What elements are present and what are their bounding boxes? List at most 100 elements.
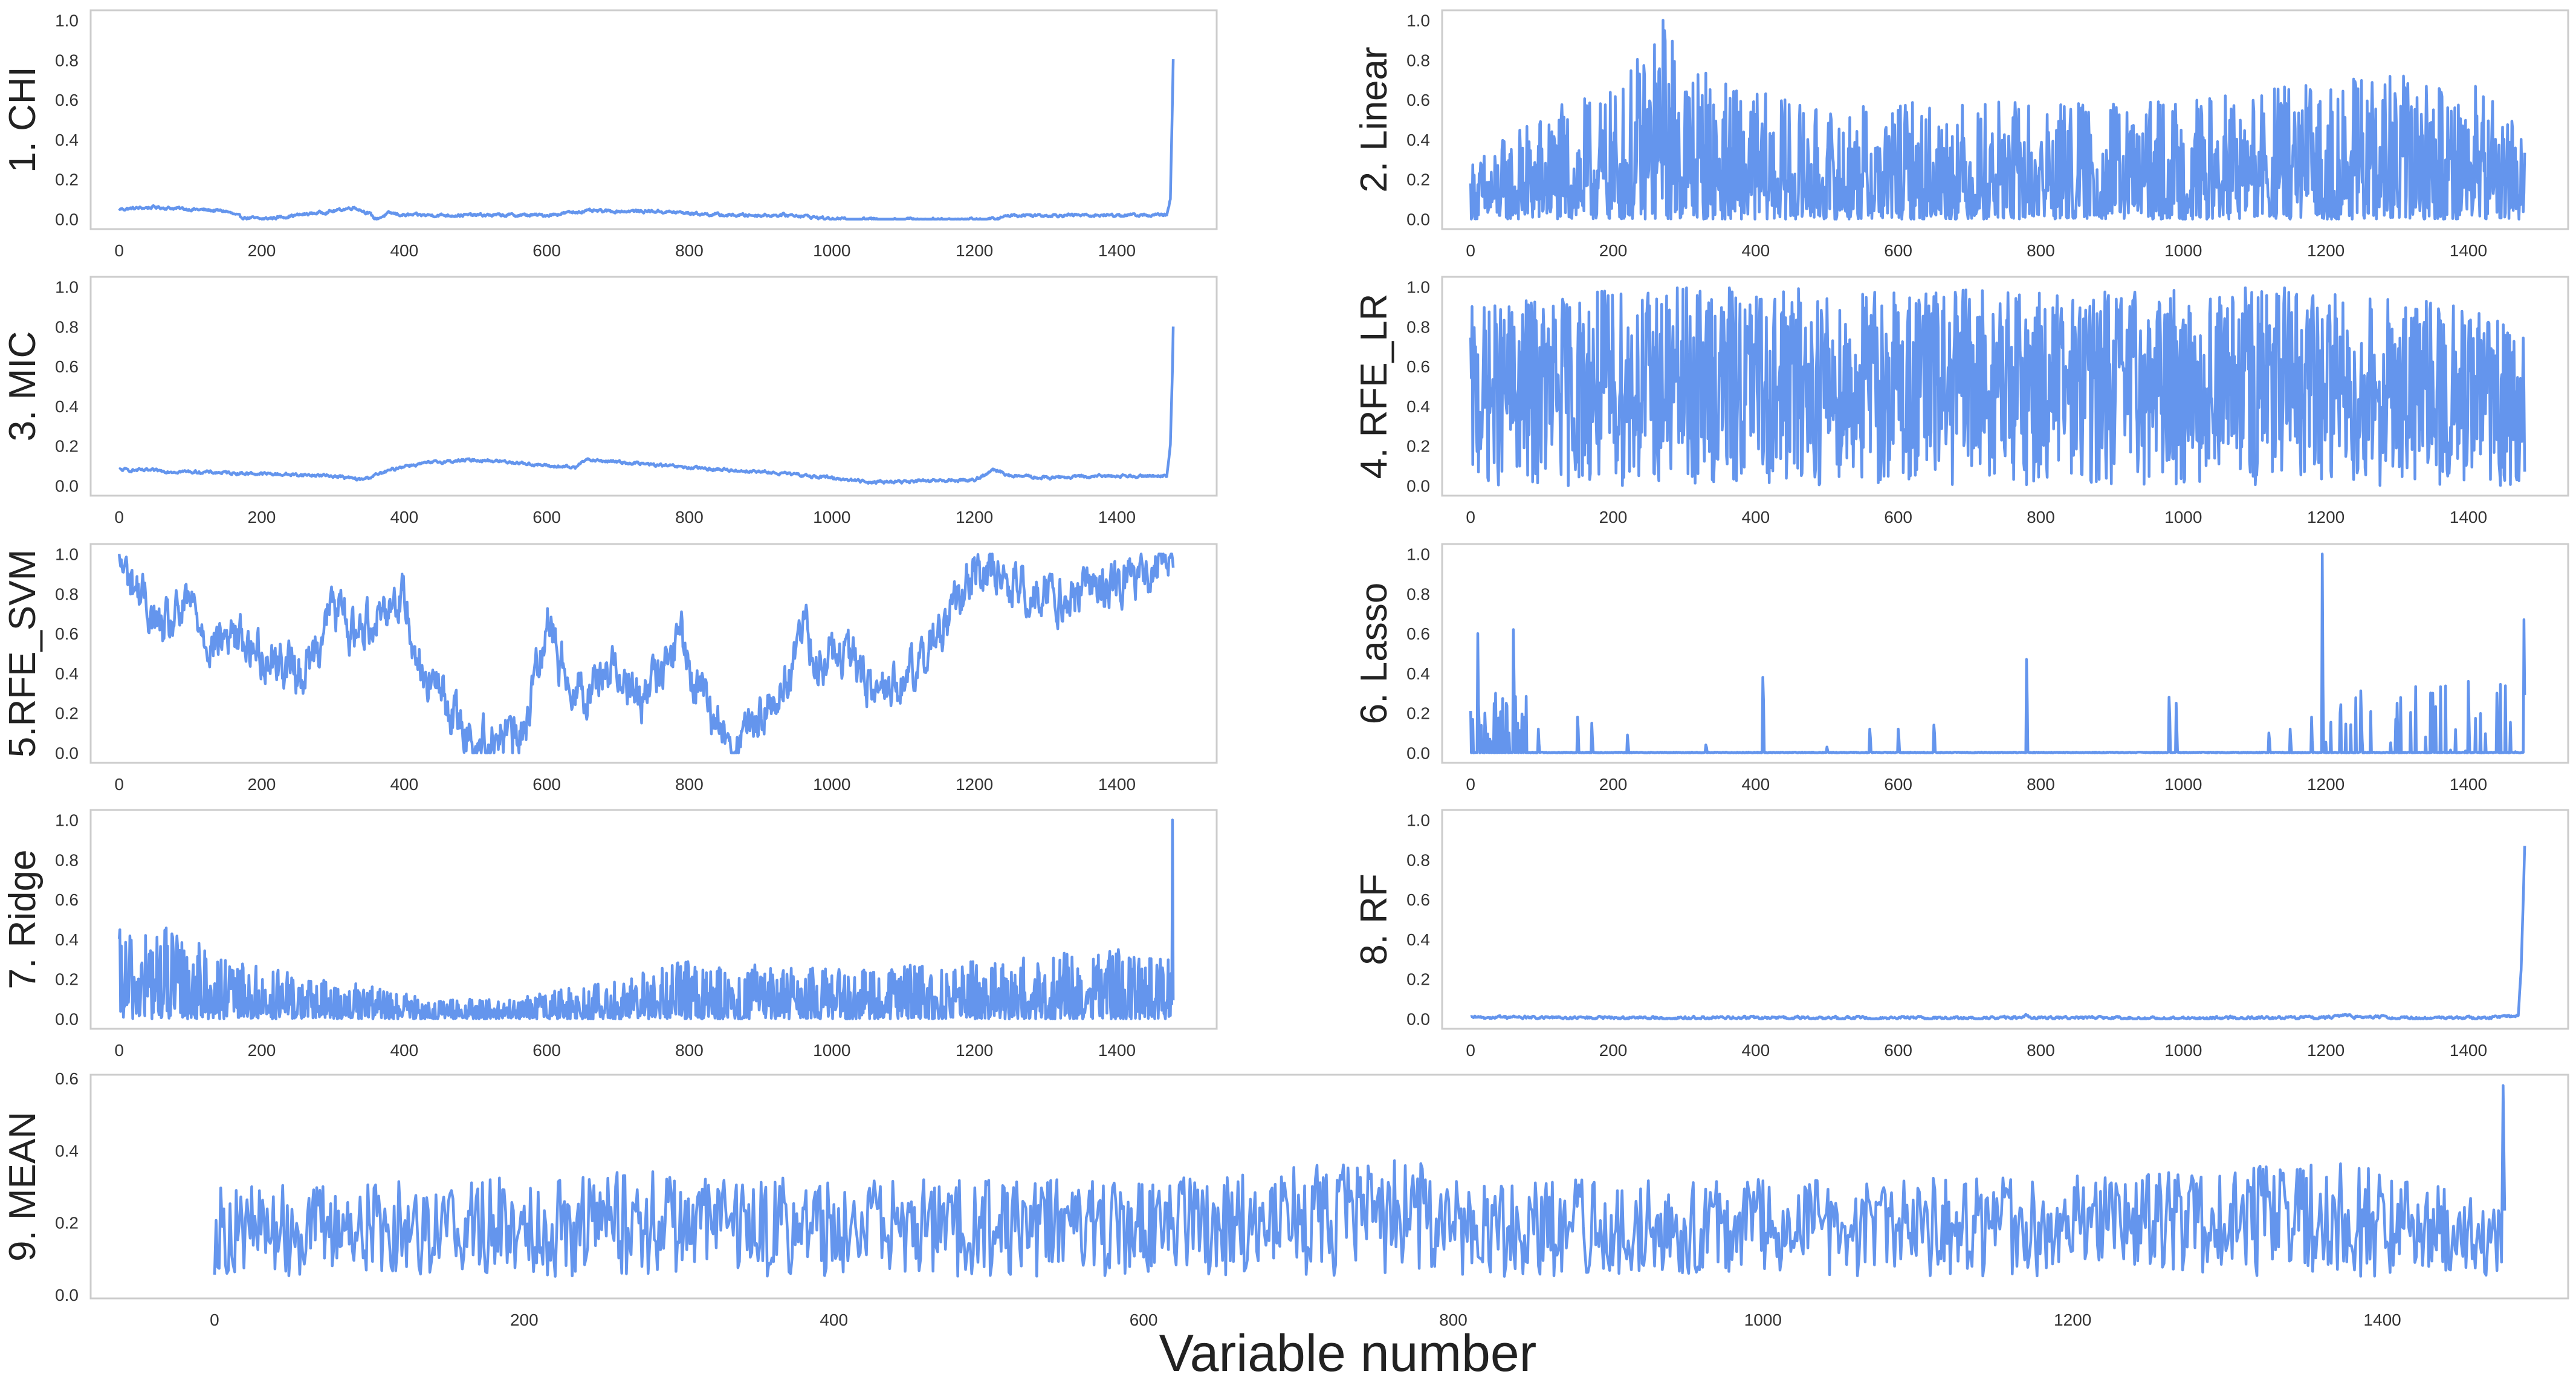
x-tick-label: 1400: [1098, 508, 1136, 526]
y-axis-title: 6. Lasso: [1353, 583, 1395, 724]
y-tick-label: 1.0: [1406, 811, 1430, 829]
y-tick-label: 0.4: [1406, 930, 1430, 949]
axes-frame: [1441, 543, 2569, 764]
y-tick-label: 0.8: [55, 850, 79, 869]
series-line-rfe_lr: [1469, 286, 2526, 487]
y-tick-label: 0.6: [1406, 890, 1430, 909]
y-tick-label: 0.6: [55, 357, 79, 376]
y-tick-label: 0.6: [1406, 91, 1430, 109]
y-tick-label: 0.2: [55, 704, 79, 723]
subplot-rf: 0.0 0.2 0.4 0.6 0.8 1.0 0 200 400 600 800 1000 1200 1…: [1353, 809, 2569, 1060]
y-tick-label: 0.4: [1406, 664, 1430, 683]
x-tick-label: 0: [114, 775, 124, 794]
y-tick-label: 0.6: [1406, 357, 1430, 376]
x-tick-label: 1200: [956, 775, 993, 794]
y-tick-label: 0.2: [1406, 437, 1430, 456]
y-axis-title: 4. RFE_LR: [1353, 294, 1395, 479]
y-tick-label: 0.2: [55, 170, 79, 189]
subplot-panels: 0.0 0.2 0.4 0.6 0.8 1.0 0 200 400 600 800 1000 1200 1…: [2, 9, 2569, 1329]
x-tick-label: 1400: [1098, 775, 1136, 794]
subplot-mic: 0.0 0.2 0.4 0.6 0.8 1.0 0 200 400 600 800 1000 1200 1…: [2, 276, 1218, 526]
series-line-rf: [1470, 846, 2526, 1020]
y-tick-label: 0.4: [55, 664, 79, 683]
x-tick-label: 0: [114, 1041, 124, 1060]
y-tick-label: 0.2: [55, 970, 79, 989]
x-tick-label: 200: [248, 508, 276, 526]
axes-frame: [89, 9, 1218, 230]
y-tick-label: 0.0: [55, 477, 79, 496]
x-tick-label: 400: [390, 775, 418, 794]
y-tick-label: 0.6: [1406, 624, 1430, 643]
y-axis-title: 1. CHI: [2, 66, 44, 173]
subplot-linear: 0.0 0.2 0.4 0.6 0.8 1.0 0 200 400 600 800 1000 1200 1…: [1353, 9, 2569, 260]
x-tick-label: 600: [1884, 775, 1912, 794]
y-tick-label: 0.2: [1406, 970, 1430, 989]
x-tick-label: 1200: [2307, 1041, 2345, 1060]
y-tick-label: 0.6: [55, 890, 79, 909]
y-tick-label: 0.4: [55, 131, 79, 149]
x-tick-label: 800: [2027, 775, 2055, 794]
series-line-ridge: [117, 818, 1175, 1020]
y-tick-label: 0.2: [1406, 170, 1430, 189]
x-tick-label: 400: [1741, 241, 1770, 260]
x-tick-label: 1400: [2450, 1041, 2487, 1060]
y-tick-label: 0.4: [1406, 131, 1430, 149]
y-tick-label: 0.8: [55, 585, 79, 603]
x-tick-label: 1400: [2450, 775, 2487, 794]
x-tick-label: 600: [1884, 241, 1912, 260]
x-tick-label: 800: [675, 241, 704, 260]
y-tick-label: 0.4: [55, 930, 79, 949]
x-tick-label: 200: [1599, 775, 1628, 794]
subplot-ridge: 0.0 0.2 0.4 0.6 0.8 1.0 0 200 400 600 800 1000 1200 1…: [2, 809, 1218, 1060]
x-tick-label: 600: [1884, 1041, 1912, 1060]
y-tick-label: 0.8: [1406, 585, 1430, 603]
x-tick-label: 1400: [2450, 241, 2487, 260]
x-tick-label: 1200: [956, 1041, 993, 1060]
y-tick-label: 1.0: [1406, 11, 1430, 30]
y-tick-label: 1.0: [55, 11, 79, 30]
x-tick-label: 1000: [2164, 1041, 2202, 1060]
x-tick-label: 1400: [1098, 241, 1136, 260]
x-tick-label: 600: [532, 1041, 561, 1060]
y-tick-label: 0.0: [55, 1010, 79, 1029]
x-tick-label: 400: [1741, 775, 1770, 794]
x-tick-label: 0: [1466, 775, 1475, 794]
axes-frame: [89, 276, 1218, 497]
x-tick-label: 1000: [2164, 775, 2202, 794]
y-axis-title: 2. Linear: [1353, 47, 1395, 192]
y-tick-label: 0.8: [1406, 51, 1430, 70]
x-tick-label: 200: [510, 1310, 539, 1329]
y-axis-title: 5.RFE_SVM: [2, 549, 44, 758]
x-tick-label: 1200: [2307, 508, 2345, 526]
y-tick-label: 0.4: [55, 1141, 79, 1160]
y-tick-label: 1.0: [55, 811, 79, 829]
y-axis-title: 9. MEAN: [2, 1112, 44, 1262]
x-tick-label: 200: [1599, 241, 1628, 260]
y-axis-title: 3. MIC: [2, 331, 44, 442]
x-tick-label: 0: [1466, 1041, 1475, 1060]
series-line-mean: [213, 1084, 2506, 1278]
x-tick-label: 1400: [1098, 1041, 1136, 1060]
y-tick-label: 0.6: [55, 91, 79, 109]
y-tick-label: 0.8: [1406, 317, 1430, 336]
x-tick-label: 400: [390, 1041, 418, 1060]
x-tick-label: 0: [114, 241, 124, 260]
y-tick-label: 0.6: [55, 624, 79, 643]
y-axis-title: 7. Ridge: [2, 850, 44, 990]
y-tick-label: 1.0: [1406, 545, 1430, 563]
series-line-linear: [1469, 19, 2526, 221]
x-tick-label: 1400: [2450, 508, 2487, 526]
y-tick-label: 0.0: [55, 1286, 79, 1304]
x-tick-label: 1200: [956, 508, 993, 526]
y-tick-label: 1.0: [1406, 277, 1430, 296]
x-tick-label: 600: [532, 775, 561, 794]
y-tick-label: 0.0: [1406, 477, 1430, 496]
axes-frame: [89, 543, 1218, 764]
series-line-chi: [118, 59, 1175, 221]
x-tick-label: 1000: [2164, 241, 2202, 260]
y-tick-label: 0.6: [55, 1069, 79, 1088]
x-tick-label: 1200: [2307, 775, 2345, 794]
x-tick-label: 1000: [1744, 1310, 1782, 1329]
x-tick-label: 600: [1130, 1310, 1158, 1329]
